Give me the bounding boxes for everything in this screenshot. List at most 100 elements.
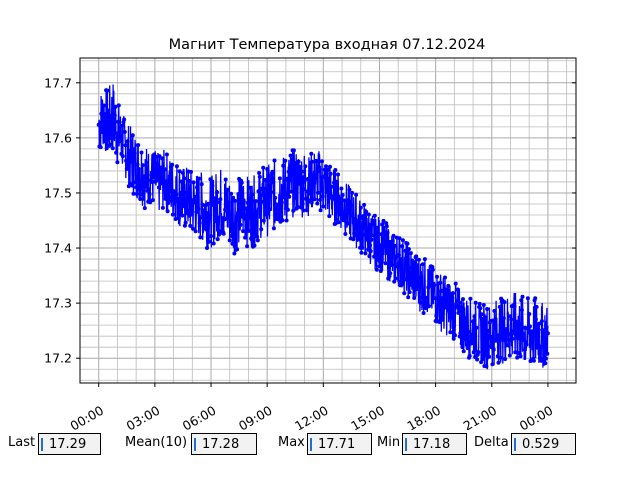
data-point (543, 361, 548, 366)
data-point (296, 159, 301, 164)
data-point (519, 308, 524, 312)
data-point (491, 318, 496, 323)
data-point (386, 265, 391, 270)
data-point (339, 186, 344, 191)
data-point (201, 208, 206, 213)
data-point (533, 317, 538, 322)
data-point (392, 279, 397, 284)
data-point (361, 214, 366, 219)
data-point (342, 198, 347, 203)
data-point (529, 329, 534, 334)
data-point (309, 151, 314, 156)
stat-label-max: Max (278, 435, 305, 450)
stat-value-delta: 0.529 (511, 433, 576, 455)
data-point (461, 297, 465, 302)
data-point (110, 146, 115, 151)
data-point (259, 227, 264, 232)
data-point (430, 267, 435, 272)
data-point (148, 178, 153, 183)
data-point (533, 296, 538, 301)
data-point (297, 181, 302, 186)
data-point (249, 192, 254, 197)
data-point (320, 159, 324, 164)
data-point (311, 173, 316, 178)
data-point (307, 191, 312, 196)
data-point (150, 198, 155, 203)
data-point (245, 244, 250, 249)
data-point (183, 220, 188, 225)
data-point (326, 167, 330, 172)
data-point (432, 283, 437, 288)
data-point (124, 158, 129, 163)
data-point (327, 214, 332, 219)
data-point (392, 243, 397, 248)
data-point (459, 305, 463, 310)
data-point (193, 194, 197, 199)
data-point (255, 234, 260, 239)
data-point (475, 357, 480, 362)
data-point (263, 207, 268, 212)
data-point (377, 264, 382, 269)
data-point (220, 226, 225, 231)
data-point (382, 233, 387, 238)
data-point (110, 126, 115, 131)
data-point (138, 186, 143, 191)
data-point (398, 279, 403, 284)
data-point (236, 192, 241, 196)
data-point (400, 244, 405, 249)
data-point (358, 205, 363, 210)
data-point (233, 198, 238, 203)
data-point (332, 222, 337, 226)
data-point (283, 158, 288, 163)
text-cursor-icon (194, 438, 196, 451)
data-point (515, 355, 520, 360)
data-point (108, 113, 113, 118)
stat-value-last: 17.29 (38, 433, 101, 455)
data-point (441, 288, 445, 293)
data-point (277, 176, 282, 181)
data-point (257, 174, 262, 179)
data-point (172, 199, 177, 204)
data-point (483, 353, 488, 358)
data-point (214, 197, 219, 202)
data-point (314, 159, 319, 164)
y-tick-label: 17.3 (44, 296, 72, 311)
data-point (420, 262, 425, 267)
data-point (195, 185, 199, 190)
data-point (393, 276, 398, 281)
data-point (114, 150, 119, 155)
data-point (451, 336, 456, 341)
data-point (271, 180, 276, 185)
data-point (424, 295, 429, 300)
data-point (164, 152, 169, 157)
data-point (374, 231, 379, 236)
data-point (481, 321, 486, 326)
data-point (102, 112, 107, 117)
data-point (147, 192, 152, 197)
data-point (235, 216, 240, 221)
data-point (209, 234, 213, 239)
data-point (202, 226, 207, 231)
data-point (134, 191, 139, 196)
y-tick-label: 17.6 (44, 130, 72, 145)
data-point (426, 304, 431, 309)
data-point (131, 191, 136, 196)
data-point (506, 332, 511, 337)
data-point (228, 216, 233, 221)
data-point (223, 177, 228, 182)
stat-value-text: 17.18 (413, 437, 451, 452)
data-point (389, 263, 394, 267)
data-point (364, 209, 369, 214)
data-point (521, 336, 526, 341)
data-point (194, 210, 199, 215)
data-point (189, 212, 194, 217)
stat-value-min: 17.18 (402, 433, 467, 455)
data-point (248, 185, 253, 190)
data-point (247, 228, 252, 233)
data-point (328, 164, 332, 169)
data-point (357, 214, 362, 219)
data-point (483, 315, 488, 320)
data-point (422, 257, 427, 262)
data-point (472, 314, 477, 319)
data-point (509, 317, 514, 322)
